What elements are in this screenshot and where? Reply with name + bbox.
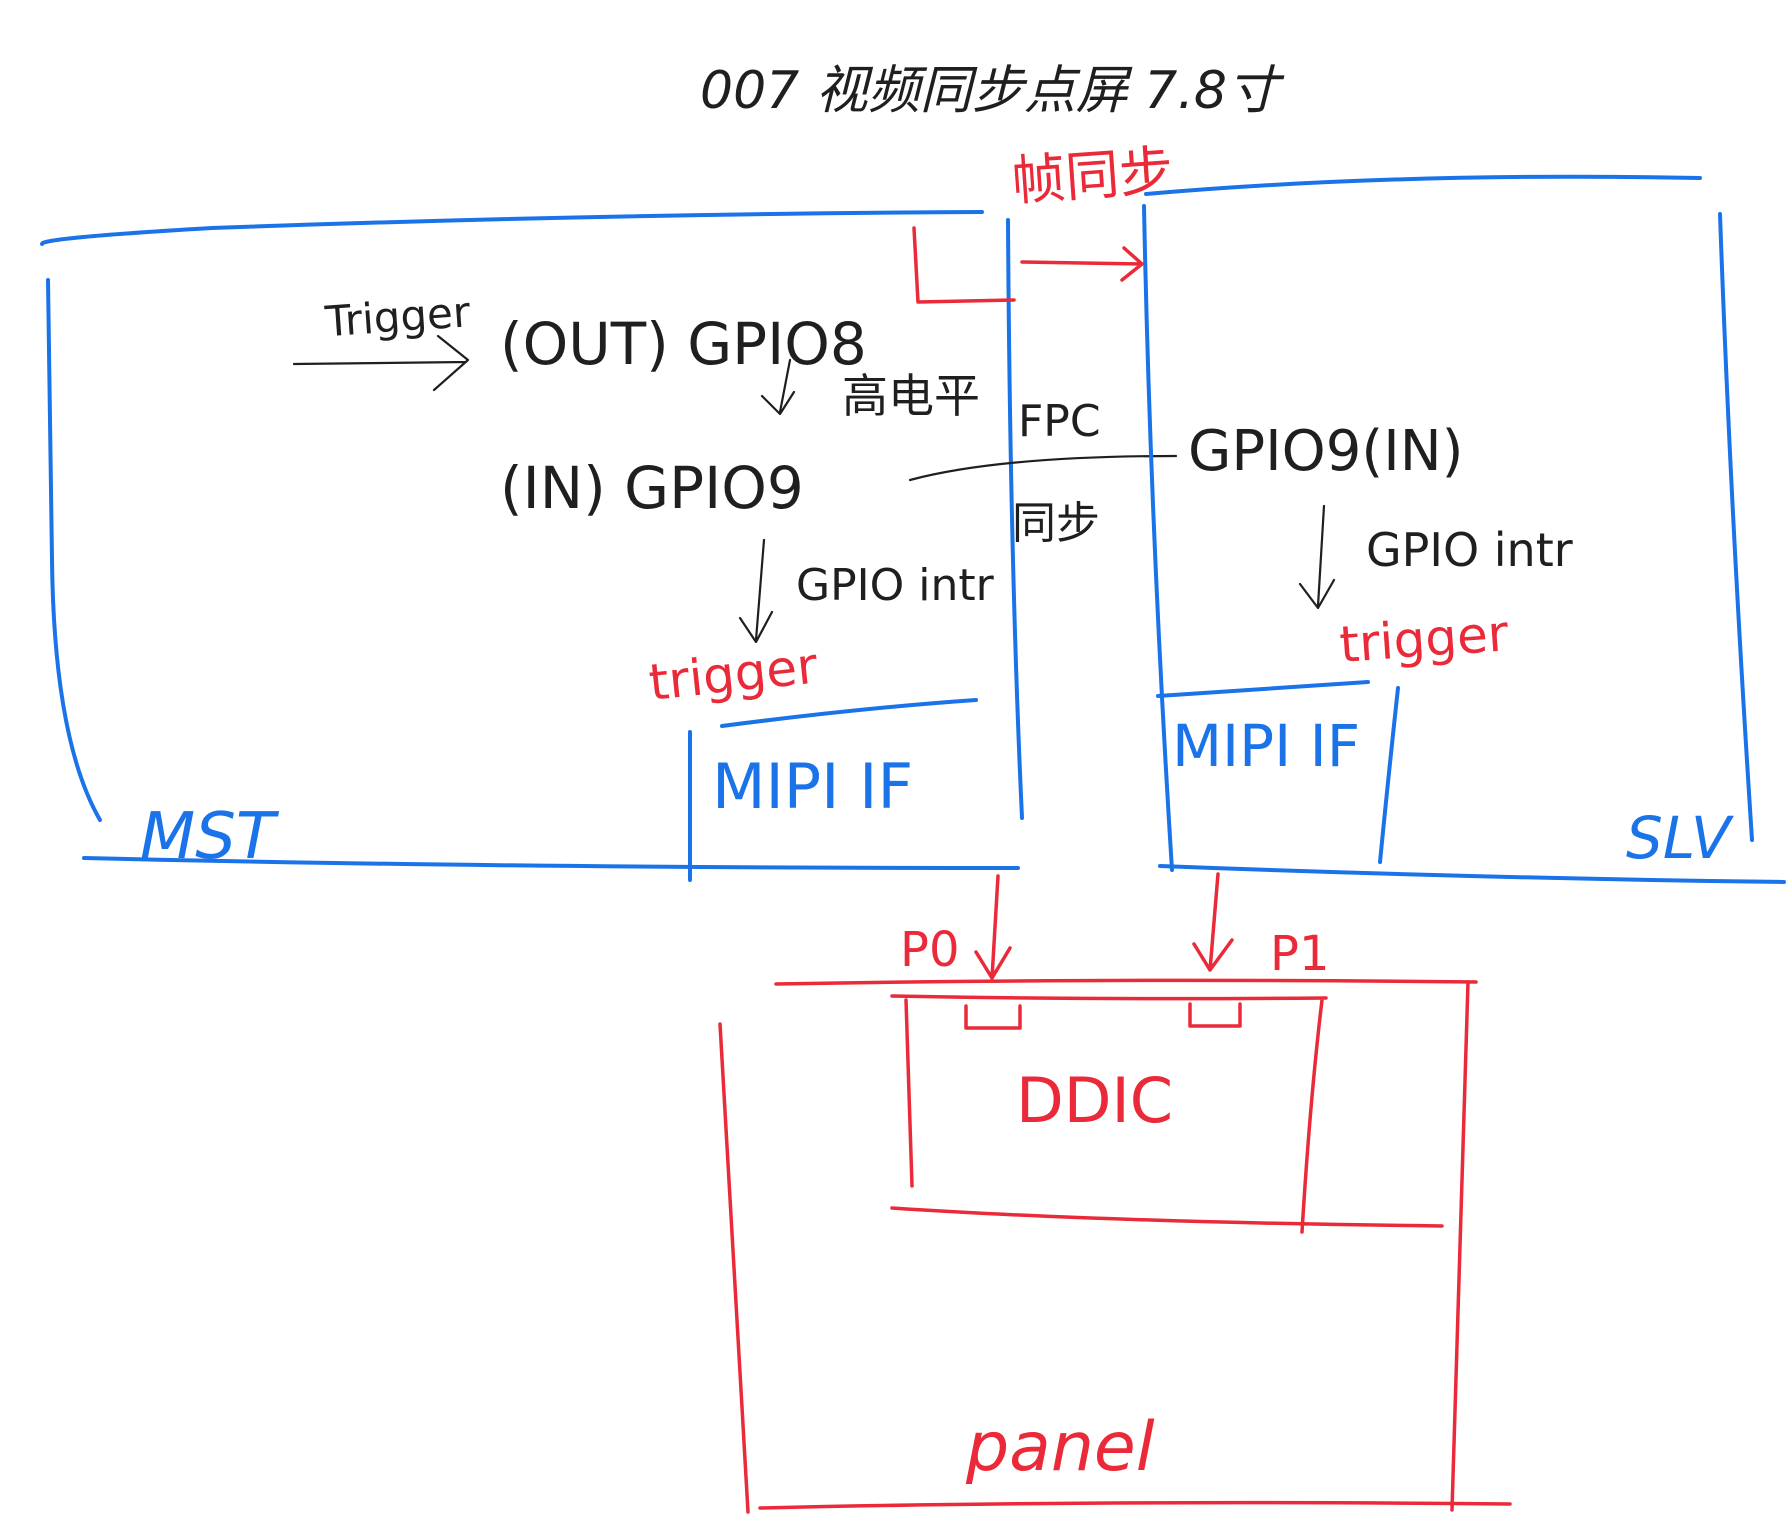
trigger-input-arrow xyxy=(292,334,470,392)
mst-gpio8: (OUT) GPIO8 xyxy=(500,310,867,378)
frame-sync-arrow xyxy=(1020,246,1144,282)
mst-trigger: trigger xyxy=(646,637,820,712)
fpc-link: FPC 同步 xyxy=(908,396,1178,549)
slv-board: SLV MIPI IF xyxy=(1142,174,1786,884)
slv-gpio-intr: GPIO intr xyxy=(1366,523,1573,577)
frame-sync-label: 帧同步 xyxy=(1009,139,1175,213)
mst-gpio9: (IN) GPIO9 xyxy=(500,454,804,522)
panel-label: panel xyxy=(965,1408,1155,1487)
slv-gpio9-down-arrow xyxy=(1298,504,1336,610)
ddic-label: DDIC xyxy=(1016,1064,1173,1137)
mst-mipi-label: MIPI IF xyxy=(712,750,913,823)
fpc-label: FPC xyxy=(1018,396,1101,447)
slv-trigger: trigger xyxy=(1338,604,1511,674)
diagram-title: 007 视频同步点屏 7.8寸 xyxy=(700,61,1285,121)
slv-mipi-label: MIPI IF xyxy=(1172,712,1360,780)
panel: panel DDIC P0 P1 xyxy=(718,922,1512,1514)
frame-sync-bracket xyxy=(912,226,1016,304)
slv-gpio9: GPIO9(IN) xyxy=(1188,419,1464,484)
fpc-sync-label: 同步 xyxy=(1012,498,1100,549)
mst-label: MST xyxy=(140,800,280,874)
slv-to-panel-arrow xyxy=(1192,872,1234,972)
slv-mipi-box xyxy=(1156,680,1400,864)
gpio8-down-arrow xyxy=(760,358,796,416)
p0-label: P0 xyxy=(900,922,959,978)
ddic-box xyxy=(890,994,1444,1234)
frame-sync: 帧同步 xyxy=(912,139,1175,304)
mst-to-panel-arrow xyxy=(974,874,1012,980)
slv-label: SLV xyxy=(1626,804,1735,872)
fpc-line xyxy=(908,454,1178,482)
mst-high-level: 高电平 xyxy=(842,369,980,423)
mst-gpio-intr: GPIO intr xyxy=(796,560,995,611)
p1-connector xyxy=(1188,1002,1242,1028)
p0-connector xyxy=(964,1004,1022,1030)
slv-signals: GPIO9(IN) GPIO intr xyxy=(1188,419,1573,610)
mst-mipi-box xyxy=(688,698,978,882)
p1-label: P1 xyxy=(1270,926,1329,982)
mst-gpio9-down-arrow xyxy=(738,538,774,644)
mst-trigger-in: Trigger xyxy=(323,287,473,346)
mst-board: MST MIPI IF xyxy=(39,210,1024,882)
mst-signals: Trigger (OUT) GPIO8 高电平 (IN) GPIO9 GPIO … xyxy=(292,287,995,644)
